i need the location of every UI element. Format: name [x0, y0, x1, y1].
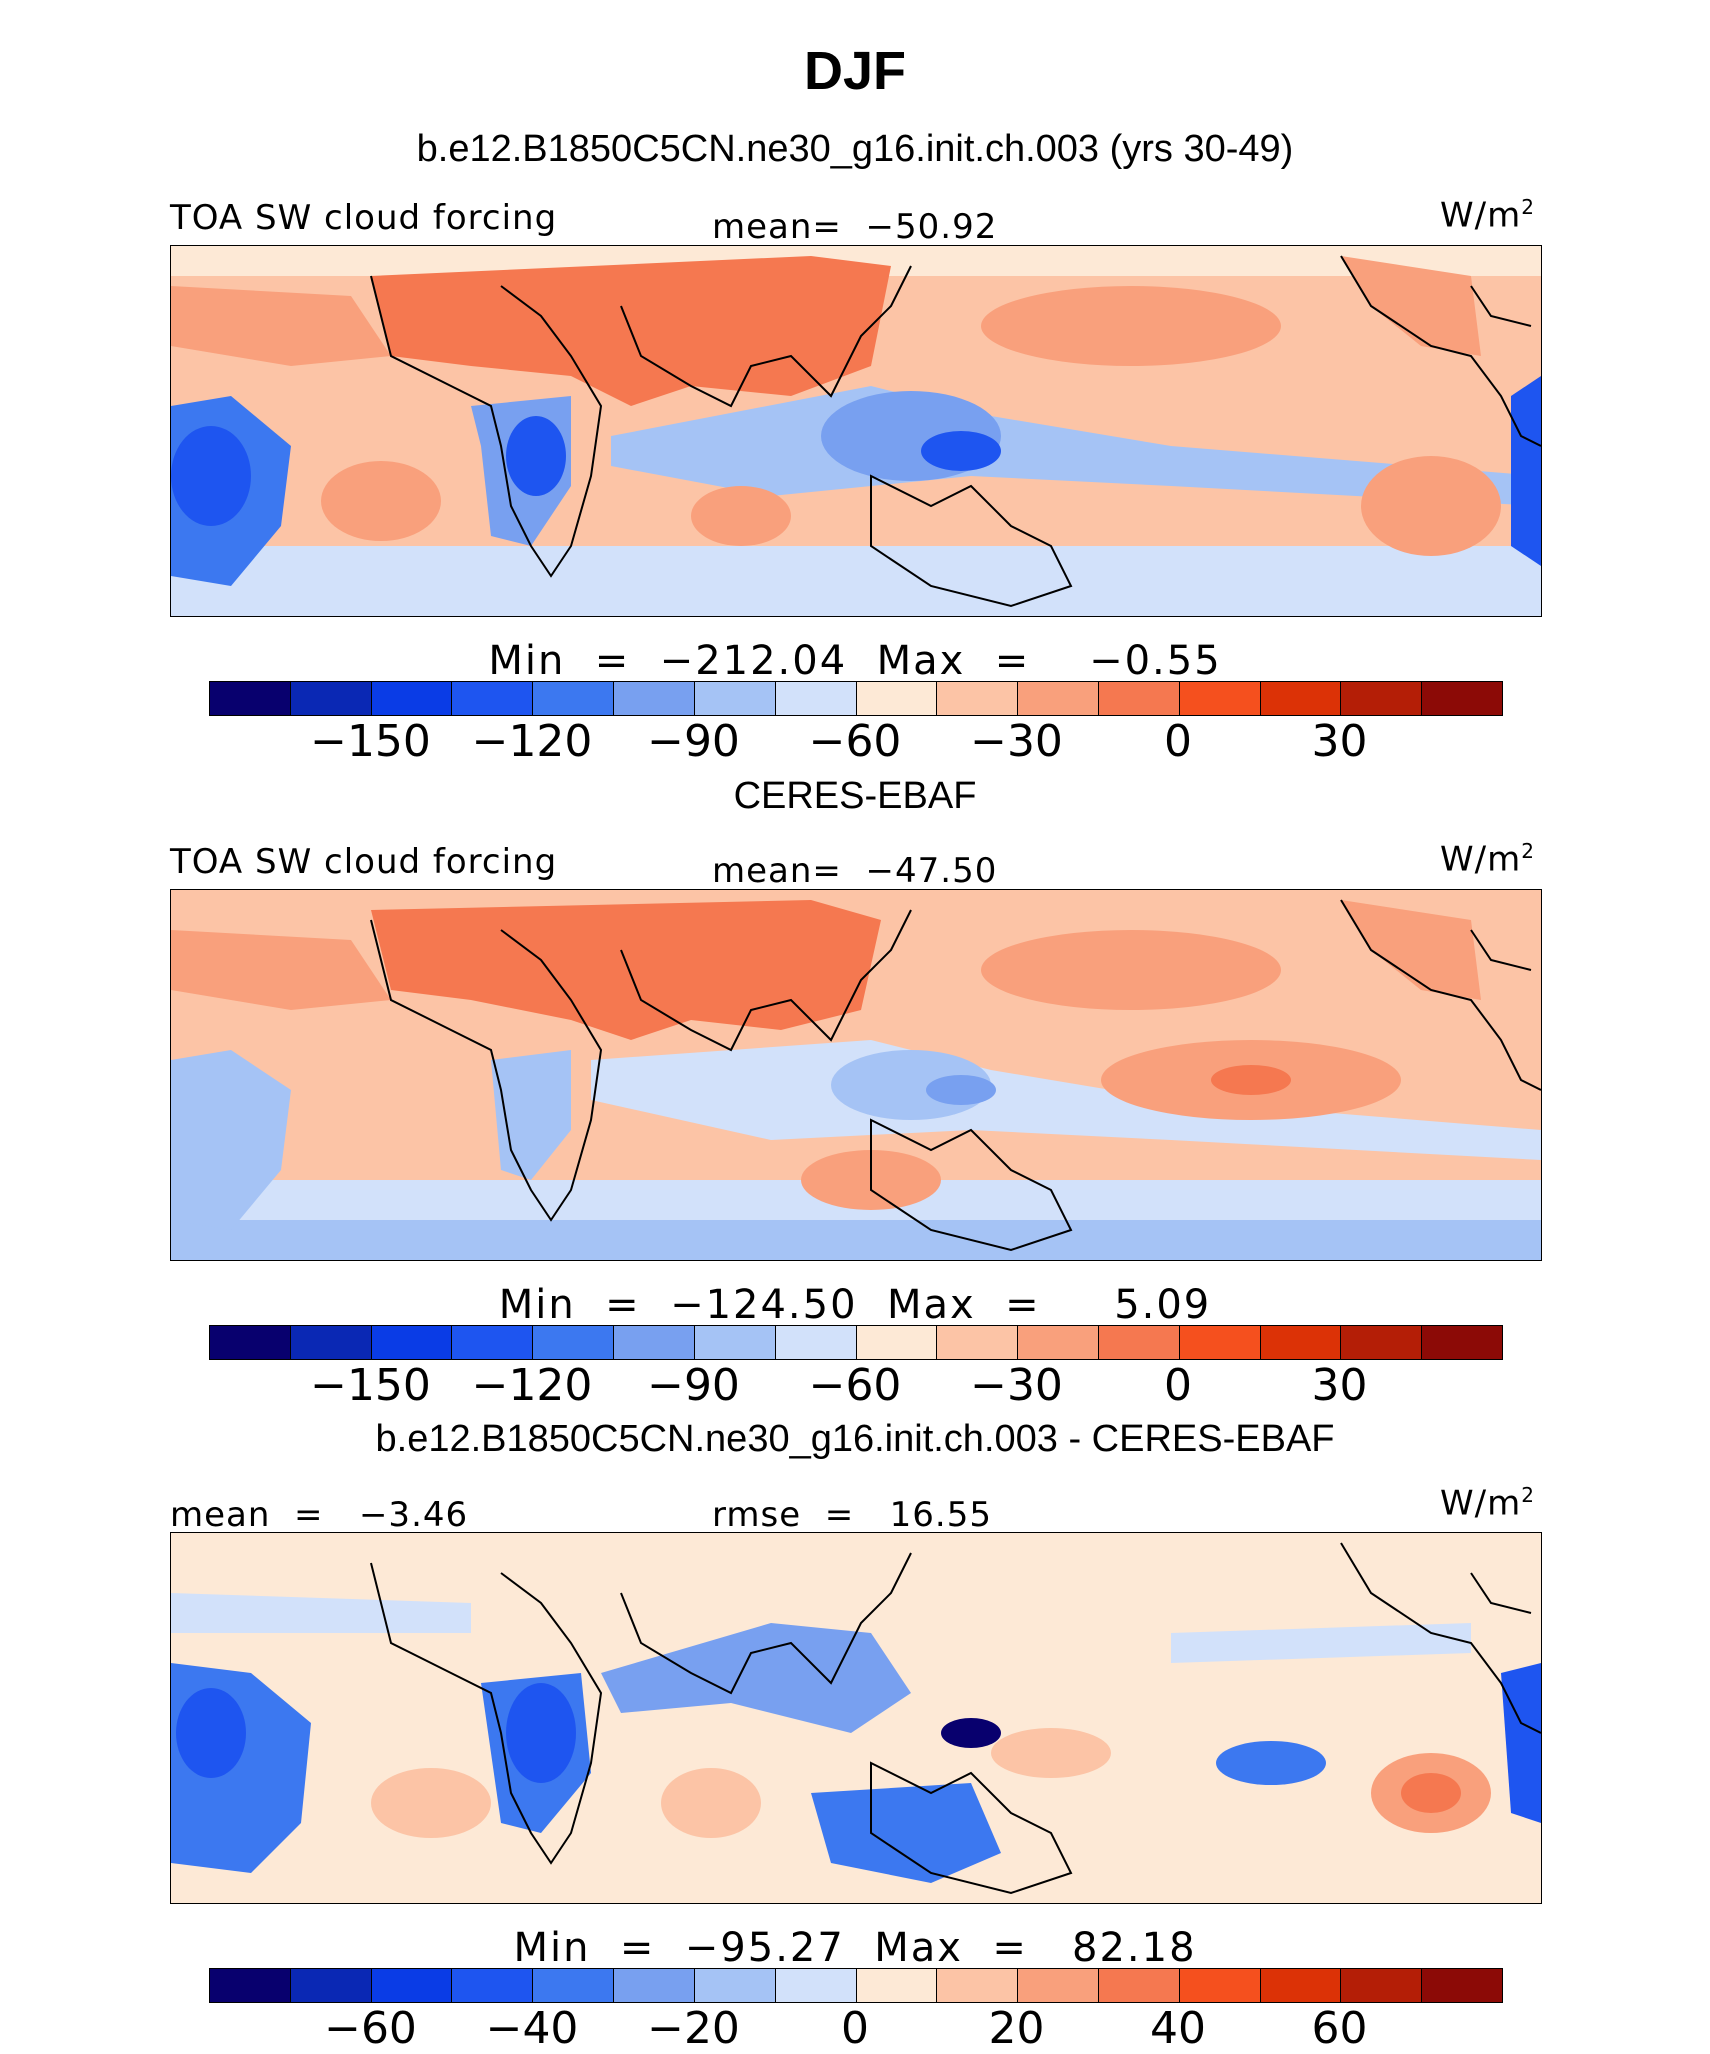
colorbar-swatch [1179, 682, 1261, 715]
panel-3-mean-label: mean = −3.46 [170, 1495, 469, 1535]
panel-3-units: W/m2 [1440, 1483, 1535, 1524]
colorbar-tick-label: 0 [1164, 716, 1192, 767]
colorbar-tick-label: −30 [970, 716, 1063, 767]
colorbar-tick-label: −90 [647, 1360, 740, 1411]
panel-2-colorbar [209, 1325, 1503, 1360]
figure-title: DJF [803, 41, 906, 101]
colorbar-tick-label: −60 [808, 716, 902, 767]
panel-2-minmax: Min = −124.50 Max = 5.09 [498, 1282, 1212, 1328]
colorbar-swatch [1179, 1326, 1261, 1359]
colorbar-swatch [1422, 1969, 1502, 2002]
colorbar-tick-label: −60 [808, 1360, 902, 1411]
colorbar-tick-label: −20 [647, 2003, 740, 2054]
colorbar-swatch [210, 1326, 291, 1359]
colorbar-tick-label: 60 [1311, 2003, 1368, 2054]
colorbar-swatch [290, 682, 372, 715]
colorbar-swatch [1098, 682, 1180, 715]
panel-2-case-title: CERES-EBAF [733, 775, 977, 817]
colorbar-swatch [614, 1326, 695, 1359]
colorbar-swatch [775, 682, 857, 715]
colorbar-tick-label: 0 [841, 2003, 869, 2054]
panel-2-mean-label: mean= −47.50 [712, 851, 998, 891]
panel-2-colorbar-ticks: −150 −120 −90 −60 −30 0 30 [0, 1360, 1710, 1411]
colorbar-swatch [533, 1326, 615, 1359]
panel-2-map [170, 889, 1542, 1261]
panel-3-map [170, 1532, 1542, 1904]
colorbar-tick-label: −150 [310, 1360, 431, 1411]
panel-1-minmax: Min = −212.04 Max = −0.55 [488, 638, 1222, 684]
panel-2-variable-label: TOA SW cloud forcing [170, 842, 558, 882]
colorbar-swatch [856, 1326, 938, 1359]
colorbar-tick-label: −150 [310, 716, 431, 767]
colorbar-swatch [1260, 1969, 1342, 2002]
colorbar-tick-label: −30 [970, 1360, 1063, 1411]
colorbar-swatch [371, 682, 453, 715]
colorbar-swatch [694, 682, 776, 715]
colorbar-tick-label: −60 [324, 2003, 417, 2054]
colorbar-swatch [533, 1969, 615, 2002]
colorbar-tick-label: −120 [471, 716, 593, 767]
colorbar-swatch [371, 1969, 453, 2002]
colorbar-tick-label: 0 [1164, 1360, 1192, 1411]
colorbar-swatch [1018, 1326, 1099, 1359]
colorbar-tick-label: −120 [471, 1360, 593, 1411]
colorbar-swatch [1341, 682, 1423, 715]
colorbar-swatch [210, 682, 291, 715]
colorbar-swatch [1422, 1326, 1502, 1359]
colorbar-swatch [614, 682, 695, 715]
panel-1-map [170, 245, 1542, 617]
colorbar-swatch [290, 1326, 372, 1359]
colorbar-tick-label: 40 [1150, 2003, 1206, 2054]
colorbar-swatch [452, 682, 534, 715]
panel-2-units: W/m2 [1440, 839, 1535, 880]
colorbar-swatch [856, 1969, 938, 2002]
colorbar-swatch [1018, 682, 1099, 715]
panel-1-mean-label: mean= −50.92 [712, 207, 998, 247]
colorbar-swatch [533, 682, 615, 715]
colorbar-swatch [1341, 1326, 1423, 1359]
colorbar-tick-label: 20 [988, 2003, 1045, 2054]
colorbar-swatch [452, 1326, 534, 1359]
colorbar-tick-label: −40 [485, 2003, 579, 2054]
colorbar-tick-label: 30 [1311, 1360, 1368, 1411]
colorbar-swatch [694, 1326, 776, 1359]
colorbar-swatch [614, 1969, 695, 2002]
colorbar-swatch [210, 1969, 291, 2002]
panel-1-case-title: b.e12.B1850C5CN.ne30_g16.init.ch.003 (yr… [416, 128, 1294, 170]
colorbar-swatch [1098, 1326, 1180, 1359]
panel-3-colorbar-ticks: −60 −40 −20 0 20 40 60 [0, 2003, 1710, 2054]
colorbar-tick-label: −90 [647, 716, 740, 767]
panel-3-minmax: Min = −95.27 Max = 82.18 [513, 1925, 1197, 1971]
colorbar-swatch [775, 1969, 857, 2002]
colorbar-swatch [1422, 682, 1502, 715]
colorbar-swatch [1260, 682, 1342, 715]
colorbar-swatch [937, 1969, 1019, 2002]
panel-3-colorbar [209, 1968, 1503, 2003]
colorbar-swatch [371, 1326, 453, 1359]
panel-3-rmse-label: rmse = 16.55 [712, 1495, 992, 1535]
panel-1-variable-label: TOA SW cloud forcing [170, 198, 558, 238]
panel-1-colorbar [209, 681, 1503, 716]
colorbar-swatch [452, 1969, 534, 2002]
colorbar-swatch [937, 1326, 1019, 1359]
panel-3-case-title: b.e12.B1850C5CN.ne30_g16.init.ch.003 - C… [375, 1418, 1335, 1460]
panel-1-colorbar-ticks: −150 −120 −90 −60 −30 0 30 [0, 716, 1710, 767]
colorbar-swatch [1098, 1969, 1180, 2002]
colorbar-swatch [1260, 1326, 1342, 1359]
colorbar-swatch [775, 1326, 857, 1359]
colorbar-tick-label: 30 [1311, 716, 1368, 767]
colorbar-swatch [937, 682, 1019, 715]
colorbar-swatch [1018, 1969, 1099, 2002]
colorbar-swatch [1179, 1969, 1261, 2002]
colorbar-swatch [290, 1969, 372, 2002]
colorbar-swatch [694, 1969, 776, 2002]
colorbar-swatch [1341, 1969, 1423, 2002]
colorbar-swatch [856, 682, 938, 715]
panel-1-units: W/m2 [1440, 195, 1535, 236]
